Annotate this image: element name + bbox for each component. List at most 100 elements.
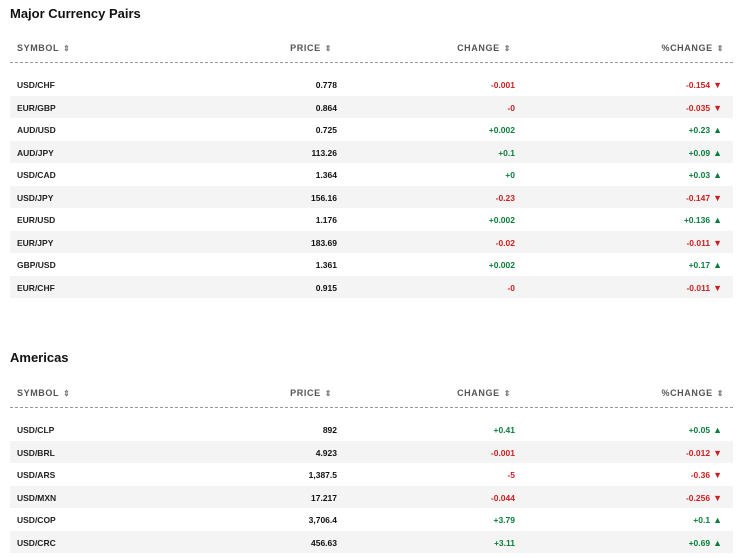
symbol-link[interactable]: USD/CRC bbox=[17, 537, 56, 548]
change-value: -0.02 bbox=[495, 237, 515, 248]
table-row[interactable]: AUD/JPY 113.26 +0.1 +0.09 ▲ bbox=[10, 140, 733, 163]
pct-change-value: -0.011 ▼ bbox=[686, 282, 722, 293]
sort-icon: ⇕ bbox=[716, 389, 724, 398]
change-value: +3.11 bbox=[493, 537, 515, 548]
table-row[interactable]: AUD/USD 0.725 +0.002 +0.23 ▲ bbox=[10, 118, 733, 141]
table-header: SYMBOL ⇕ PRICE ⇕ CHANGE ⇕ %CHANGE ⇕ bbox=[10, 380, 733, 408]
column-header-symbol[interactable]: SYMBOL ⇕ bbox=[17, 388, 71, 398]
major-currency-pairs-table: SYMBOL ⇕ PRICE ⇕ CHANGE ⇕ %CHANGE ⇕ USD/CHF 0… bbox=[10, 35, 733, 298]
table-row[interactable]: USD/CAD 1.364 +0 +0.03 ▲ bbox=[10, 163, 733, 186]
table-row[interactable]: EUR/GBP 0.864 -0 -0.035 ▼ bbox=[10, 95, 733, 118]
change-value: -0.001 bbox=[490, 80, 515, 90]
triangle-up-icon: ▲ bbox=[713, 260, 722, 270]
pct-change-value: +0.136 ▲ bbox=[683, 215, 722, 225]
symbol-link[interactable]: EUR/JPY bbox=[17, 237, 54, 248]
table-row[interactable]: USD/COP 3,706.4 +3.79 +0.1 ▲ bbox=[10, 508, 733, 531]
sort-icon: ⇕ bbox=[716, 44, 724, 53]
pct-change-value: -0.36 ▼ bbox=[690, 470, 722, 480]
price-value: 0.778 bbox=[315, 80, 337, 90]
price-value: 1.361 bbox=[315, 260, 337, 270]
table-row[interactable]: USD/ARS 1,387.5 -5 -0.36 ▼ bbox=[10, 463, 733, 486]
triangle-down-icon: ▼ bbox=[713, 470, 722, 480]
table-body: USD/CLP 892 +0.41 +0.05 ▲ USD/BRL 4.923 -0.001 -… bbox=[10, 418, 733, 553]
price-value: 3,706.4 bbox=[308, 515, 337, 525]
sort-icon: ⇕ bbox=[503, 389, 511, 398]
table-row[interactable]: USD/BRL 4.923 -0.001 -0.012 ▼ bbox=[10, 440, 733, 463]
price-value: 0.725 bbox=[315, 125, 337, 135]
symbol-link[interactable]: USD/BRL bbox=[17, 447, 55, 458]
column-header-pct-change[interactable]: %CHANGE ⇕ bbox=[661, 388, 724, 398]
table-row[interactable]: USD/CRC 456.63 +3.11 +0.69 ▲ bbox=[10, 530, 733, 553]
triangle-up-icon: ▲ bbox=[713, 425, 722, 435]
triangle-up-icon: ▲ bbox=[713, 170, 722, 180]
symbol-link[interactable]: USD/JPY bbox=[17, 192, 54, 203]
sort-icon: ⇕ bbox=[324, 44, 332, 53]
triangle-up-icon: ▲ bbox=[713, 215, 722, 225]
symbol-link[interactable]: USD/MXN bbox=[17, 492, 57, 503]
pct-change-value: -0.035 ▼ bbox=[685, 102, 722, 113]
triangle-up-icon: ▲ bbox=[713, 537, 722, 548]
price-value: 892 bbox=[322, 425, 337, 435]
triangle-down-icon: ▼ bbox=[713, 237, 722, 248]
symbol-link[interactable]: USD/CLP bbox=[17, 425, 55, 435]
symbol-link[interactable]: USD/COP bbox=[17, 515, 56, 525]
triangle-down-icon: ▼ bbox=[713, 282, 722, 293]
column-header-symbol[interactable]: SYMBOL ⇕ bbox=[17, 43, 71, 53]
table-row[interactable]: EUR/CHF 0.915 -0 -0.011 ▼ bbox=[10, 275, 733, 298]
table-row[interactable]: EUR/USD 1.176 +0.002 +0.136 ▲ bbox=[10, 208, 733, 231]
sort-icon: ⇕ bbox=[63, 389, 71, 398]
pct-change-value: -0.256 ▼ bbox=[685, 492, 722, 503]
americas-table: SYMBOL ⇕ PRICE ⇕ CHANGE ⇕ %CHANGE ⇕ USD/CLP 8… bbox=[10, 380, 733, 553]
triangle-up-icon: ▲ bbox=[713, 147, 722, 158]
triangle-down-icon: ▼ bbox=[713, 192, 722, 203]
symbol-link[interactable]: EUR/CHF bbox=[17, 282, 55, 293]
triangle-down-icon: ▼ bbox=[713, 492, 722, 503]
symbol-link[interactable]: USD/CHF bbox=[17, 80, 55, 90]
symbol-link[interactable]: USD/CAD bbox=[17, 170, 56, 180]
change-value: -0 bbox=[507, 102, 515, 113]
symbol-link[interactable]: AUD/USD bbox=[17, 125, 56, 135]
sort-icon: ⇕ bbox=[503, 44, 511, 53]
price-value: 156.16 bbox=[311, 192, 337, 203]
triangle-down-icon: ▼ bbox=[713, 102, 722, 113]
symbol-link[interactable]: USD/ARS bbox=[17, 470, 56, 480]
column-header-price[interactable]: PRICE ⇕ bbox=[290, 43, 332, 53]
table-row[interactable]: GBP/USD 1.361 +0.002 +0.17 ▲ bbox=[10, 253, 733, 276]
table-row[interactable]: USD/CLP 892 +0.41 +0.05 ▲ bbox=[10, 418, 733, 441]
column-header-price[interactable]: PRICE ⇕ bbox=[290, 388, 332, 398]
column-header-pct-change[interactable]: %CHANGE ⇕ bbox=[661, 43, 724, 53]
column-header-change[interactable]: CHANGE ⇕ bbox=[457, 388, 511, 398]
table-row[interactable]: USD/JPY 156.16 -0.23 -0.147 ▼ bbox=[10, 185, 733, 208]
change-value: +0.002 bbox=[488, 260, 515, 270]
change-value: -0.23 bbox=[495, 192, 515, 203]
price-value: 1,387.5 bbox=[308, 470, 337, 480]
symbol-link[interactable]: GBP/USD bbox=[17, 260, 56, 270]
column-header-change[interactable]: CHANGE ⇕ bbox=[457, 43, 511, 53]
pct-change-value: +0.69 ▲ bbox=[688, 537, 722, 548]
table-row[interactable]: USD/MXN 17.217 -0.044 -0.256 ▼ bbox=[10, 485, 733, 508]
pct-change-value: +0.23 ▲ bbox=[688, 125, 722, 135]
price-value: 4.923 bbox=[315, 447, 337, 458]
pct-change-value: +0.1 ▲ bbox=[693, 515, 722, 525]
price-value: 0.864 bbox=[315, 102, 337, 113]
triangle-up-icon: ▲ bbox=[713, 515, 722, 525]
table-row[interactable]: USD/CHF 0.778 -0.001 -0.154 ▼ bbox=[10, 73, 733, 96]
symbol-link[interactable]: AUD/JPY bbox=[17, 147, 54, 158]
change-value: +0 bbox=[505, 170, 515, 180]
pct-change-value: +0.03 ▲ bbox=[688, 170, 722, 180]
price-value: 17.217 bbox=[311, 492, 337, 503]
price-value: 1.364 bbox=[315, 170, 337, 180]
sort-icon: ⇕ bbox=[63, 44, 71, 53]
table-body: USD/CHF 0.778 -0.001 -0.154 ▼ EUR/GBP 0.864 -0 -… bbox=[10, 73, 733, 298]
pct-change-value: -0.147 ▼ bbox=[685, 192, 722, 203]
pct-change-value: -0.011 ▼ bbox=[686, 237, 722, 248]
sort-icon: ⇕ bbox=[324, 389, 332, 398]
price-value: 0.915 bbox=[315, 282, 337, 293]
price-value: 456.63 bbox=[311, 537, 337, 548]
price-value: 183.69 bbox=[311, 237, 337, 248]
symbol-link[interactable]: EUR/GBP bbox=[17, 102, 56, 113]
change-value: +3.79 bbox=[493, 515, 515, 525]
table-row[interactable]: EUR/JPY 183.69 -0.02 -0.011 ▼ bbox=[10, 230, 733, 253]
symbol-link[interactable]: EUR/USD bbox=[17, 215, 56, 225]
price-value: 1.176 bbox=[315, 215, 337, 225]
